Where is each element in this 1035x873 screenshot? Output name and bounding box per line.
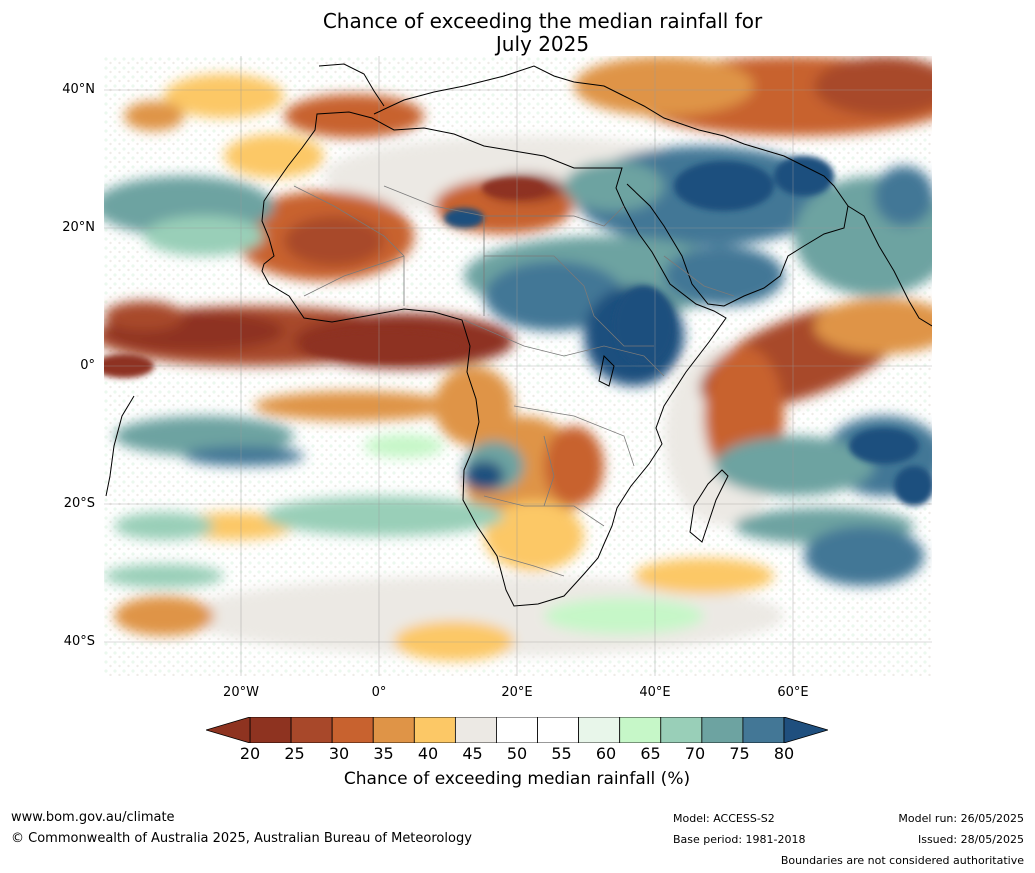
colorbar-over-arrow — [783, 717, 828, 743]
colorbar-bin-2 — [331, 717, 374, 743]
colorbar-bin-0 — [249, 717, 292, 743]
base-period: Base period: 1981-2018 — [673, 833, 806, 846]
colorbar-tick-25: 25 — [284, 744, 305, 763]
colorbar-bin-4 — [413, 717, 456, 743]
title-line-1: Chance of exceeding the median rainfall … — [322, 9, 763, 33]
graticule — [104, 56, 932, 676]
lon-label-0: 0° — [371, 685, 387, 700]
colorbar-tick-55: 55 — [551, 744, 572, 763]
colorbar-bin-9 — [619, 717, 662, 743]
map-canvas — [104, 56, 932, 676]
colorbar-tick-80: 80 — [773, 744, 795, 763]
map-title: Chance of exceeding the median rainfall … — [0, 10, 1035, 56]
lat-label-20n: 20°N — [62, 220, 95, 235]
colorbar-bin-10 — [660, 717, 703, 743]
colorbar-tick-30: 30 — [328, 744, 350, 763]
lat-label-40n: 40°N — [62, 82, 95, 97]
colorbar-bin-8 — [578, 717, 621, 743]
issued-date: Issued: 28/05/2025 — [917, 833, 1024, 846]
colorbar-tick-65: 65 — [640, 744, 661, 763]
colorbar-bin-12 — [742, 717, 785, 743]
colorbar-tick-60: 60 — [595, 744, 617, 763]
colorbar-under-arrow — [206, 717, 251, 743]
country-boundaries — [293, 185, 735, 577]
colorbar-tick-20: 20 — [239, 744, 261, 763]
colorbar-tick-45: 45 — [462, 744, 483, 763]
lon-label-20w: 20°W — [223, 685, 259, 700]
colorbar-tick-50: 50 — [506, 744, 528, 763]
colorbar-tick-75: 75 — [729, 744, 750, 763]
colorbar-bin-5 — [454, 717, 497, 743]
model-name: Model: ACCESS-S2 — [673, 812, 775, 825]
title-line-2: July 2025 — [495, 32, 590, 56]
lon-label-60e: 60°E — [777, 685, 809, 700]
colorbar-label: Chance of exceeding median rainfall (%) — [343, 769, 691, 789]
copyright-notice: © Commonwealth of Australia 2025, Austra… — [11, 831, 472, 846]
colorbar-bin-11 — [701, 717, 744, 743]
coastlines — [105, 63, 932, 607]
colorbar-bin-7 — [537, 717, 580, 743]
lat-label-20s: 20°S — [63, 496, 95, 511]
colorbar-tick-70: 70 — [684, 744, 706, 763]
probability-fields — [104, 56, 932, 661]
lat-label-40s: 40°S — [63, 634, 95, 649]
lon-label-40e: 40°E — [639, 685, 671, 700]
website-link[interactable]: www.bom.gov.au/climate — [11, 810, 175, 825]
lat-label-0: 0° — [80, 358, 95, 373]
lon-label-20e: 20°E — [501, 685, 533, 700]
colorbar-tick-40: 40 — [417, 744, 439, 763]
colorbar-bin-1 — [290, 717, 333, 743]
model-run-date: Model run: 26/05/2025 — [898, 812, 1024, 825]
rainfall-probability-map — [104, 56, 932, 676]
colorbar — [206, 717, 828, 743]
colorbar-bin-3 — [372, 717, 415, 743]
colorbar-bin-6 — [496, 717, 538, 743]
boundary-disclaimer: Boundaries are not considered authoritat… — [780, 854, 1024, 867]
colorbar-tick-35: 35 — [373, 744, 394, 763]
